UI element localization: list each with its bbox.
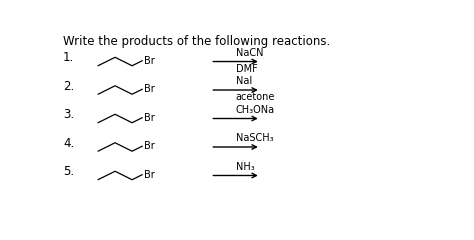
- Text: 4.: 4.: [63, 137, 74, 150]
- Text: Br: Br: [144, 84, 155, 94]
- Text: 1.: 1.: [63, 51, 74, 64]
- Text: DMF: DMF: [236, 64, 257, 74]
- Text: CH₃ONa: CH₃ONa: [236, 105, 275, 115]
- Text: NH₃: NH₃: [236, 162, 255, 172]
- Text: 3.: 3.: [63, 108, 74, 121]
- Text: Br: Br: [144, 170, 155, 180]
- Text: NaI: NaI: [236, 76, 252, 86]
- Text: Br: Br: [144, 141, 155, 151]
- Text: 5.: 5.: [63, 165, 74, 178]
- Text: Br: Br: [144, 56, 155, 66]
- Text: NaCN: NaCN: [236, 48, 263, 58]
- Text: 2.: 2.: [63, 80, 74, 93]
- Text: Br: Br: [144, 113, 155, 123]
- Text: NaSCH₃: NaSCH₃: [236, 133, 273, 143]
- Text: Write the products of the following reactions.: Write the products of the following reac…: [63, 35, 330, 48]
- Text: acetone: acetone: [236, 92, 275, 102]
